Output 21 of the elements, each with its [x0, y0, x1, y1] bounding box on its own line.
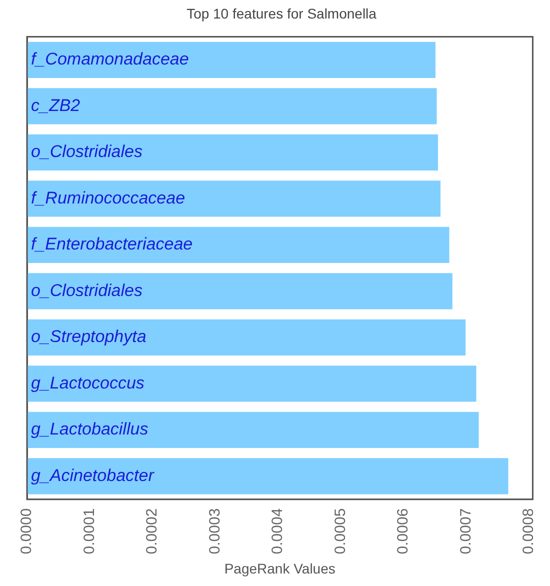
y-tick-label: g_Acinetobacter	[31, 466, 156, 485]
y-tick-label: o_Clostridiales	[31, 142, 143, 162]
y-tick-label: o_Clostridiales	[31, 280, 143, 300]
x-tick-label: 0.0003	[206, 508, 224, 554]
y-tick-label: f_Comamonadaceae	[31, 50, 189, 69]
x-tick-label: 0.0002	[144, 508, 161, 554]
x-tick-label: 0.0007	[457, 508, 474, 554]
x-axis-title: PageRank Values	[224, 560, 336, 576]
x-tick-label: 0.0001	[80, 508, 98, 554]
y-tick-label: o_Streptophyta	[31, 327, 146, 346]
y-tick-label: f_Enterobacteriaceae	[31, 234, 193, 254]
y-tick-label: c_ZB2	[31, 96, 81, 115]
chart-title: Top 10 features for Salmonella	[186, 5, 377, 22]
x-tick-label: 0.0000	[18, 508, 36, 554]
x-tick-label: 0.0005	[332, 508, 349, 554]
y-tick-label: g_Lactococcus	[31, 373, 145, 392]
y-tick-label: g_Lactobacillus	[31, 420, 149, 439]
x-tick-label: 0.0004	[269, 508, 286, 554]
x-tick-label: 0.0008	[520, 508, 538, 554]
x-tick-label: 0.0006	[394, 508, 412, 554]
y-tick-label: f_Ruminococcaceae	[31, 188, 186, 208]
